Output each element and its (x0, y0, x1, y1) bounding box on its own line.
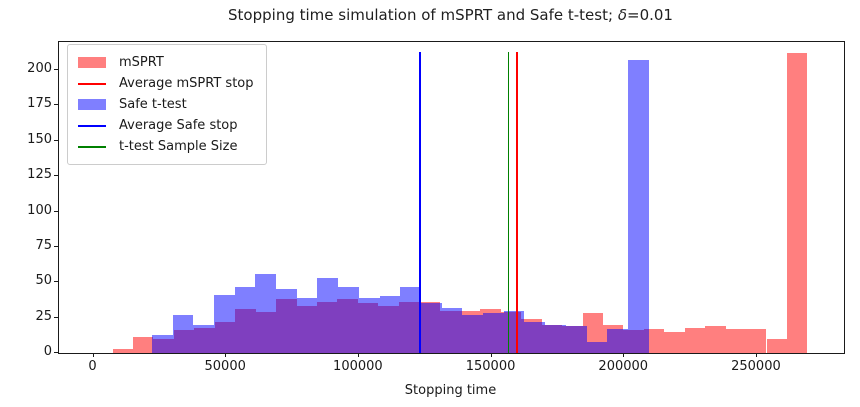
msprt-bar (746, 328, 767, 353)
msprt-bar (766, 338, 787, 353)
x-tick-mark (357, 353, 359, 357)
msprt-bar (705, 326, 726, 353)
legend: mSPRT Average mSPRT stop Safe t-test Ave… (67, 44, 267, 165)
average-msprt-stop-line (516, 51, 518, 353)
msprt-bar (664, 331, 685, 353)
safe-ttest-bar (586, 341, 608, 353)
x-tick-mark (623, 353, 625, 357)
legend-label: Average mSPRT stop (119, 76, 254, 91)
chart-title-delta: δ (617, 6, 627, 24)
y-tick-mark (54, 69, 58, 71)
y-tick-mark (54, 175, 58, 177)
x-tick-mark (755, 353, 757, 357)
legend-item-average-safe-stop: Average Safe stop (78, 115, 254, 136)
msprt-bar (133, 337, 154, 353)
y-tick-label: 0 (43, 344, 52, 359)
y-tick-label: 125 (27, 167, 52, 183)
legend-item-ttest-sample-size: t-test Sample Size (78, 136, 254, 157)
safe-ttest-bar (234, 286, 256, 353)
x-tick-label: 0 (88, 359, 97, 374)
green-line-icon (78, 145, 106, 148)
msprt-patch-icon (78, 57, 106, 68)
msprt-bar (684, 327, 706, 353)
y-tick-mark (54, 352, 58, 353)
y-tick-mark (54, 316, 58, 318)
y-tick-label: 25 (35, 308, 52, 324)
safe-ttest-bar (213, 295, 235, 353)
legend-label: Safe t-test (119, 97, 187, 112)
legend-item-safe-ttest: Safe t-test (78, 94, 254, 115)
safe-ttest-bar (627, 60, 649, 353)
msprt-bar (643, 328, 665, 353)
safe-ttest-bar (317, 278, 339, 353)
y-tick-label: 50 (35, 273, 52, 289)
safe-ttest-bar (172, 314, 194, 353)
legend-label: mSPRT (119, 55, 164, 70)
legend-item-msprt: mSPRT (78, 52, 254, 73)
safe-ttest-bar (400, 286, 421, 353)
x-tick-label: 250000 (731, 359, 781, 374)
y-tick-label: 175 (27, 96, 52, 112)
safe-ttest-bar (379, 296, 401, 353)
safe-ttest-bar (462, 314, 484, 353)
safe-ttest-bar (545, 324, 566, 353)
x-tick-label: 100000 (333, 359, 383, 374)
safe-ttest-bar (338, 286, 359, 353)
x-tick-mark (225, 353, 227, 357)
average-safe-stop-line (419, 51, 421, 353)
x-tick-mark (490, 353, 492, 357)
safe-ttest-bar (607, 328, 628, 353)
legend-label: Average Safe stop (119, 118, 238, 133)
y-tick-label: 75 (35, 237, 52, 253)
chart-title-text: Stopping time simulation of mSPRT and Sa… (228, 6, 618, 24)
legend-item-average-msprt-stop: Average mSPRT stop (78, 73, 254, 94)
y-tick-mark (54, 281, 58, 283)
safe-ttest-bar (483, 313, 504, 353)
safe-ttest-bar (255, 273, 277, 353)
x-tick-label: 50000 (204, 359, 246, 374)
msprt-bar (786, 53, 808, 353)
x-axis-label: Stopping time (404, 383, 497, 398)
y-tick-mark (54, 139, 58, 141)
plot-area: mSPRT Average mSPRT stop Safe t-test Ave… (58, 41, 845, 354)
y-tick-mark (54, 245, 58, 247)
t-test-sample-size-line (507, 51, 510, 353)
safe-ttest-bar (565, 326, 587, 353)
y-tick-mark (54, 210, 58, 212)
y-tick-label: 100 (27, 202, 52, 218)
safe-ttest-bar (276, 289, 297, 353)
safe-ttest-bar (193, 324, 214, 353)
msprt-bar (112, 348, 134, 353)
safe-ttest-bar (358, 297, 380, 353)
chart-title: Stopping time simulation of mSPRT and Sa… (58, 6, 843, 24)
safe-ttest-patch-icon (78, 99, 106, 110)
blue-line-icon (78, 124, 106, 127)
safe-ttest-bar (524, 321, 546, 353)
chart-title-value: =0.01 (627, 6, 673, 24)
x-tick-label: 200000 (598, 359, 649, 374)
y-tick-label: 200 (27, 61, 52, 77)
msprt-bar (725, 328, 747, 353)
x-tick-mark (92, 353, 94, 357)
safe-ttest-bar (441, 307, 463, 353)
safe-ttest-bar (151, 334, 173, 353)
y-tick-label: 150 (27, 131, 52, 147)
red-line-icon (78, 82, 106, 85)
y-tick-mark (54, 104, 58, 106)
safe-ttest-bar (420, 303, 442, 353)
legend-label: t-test Sample Size (119, 139, 238, 154)
x-tick-label: 150000 (465, 359, 516, 374)
safe-ttest-bar (296, 297, 318, 353)
